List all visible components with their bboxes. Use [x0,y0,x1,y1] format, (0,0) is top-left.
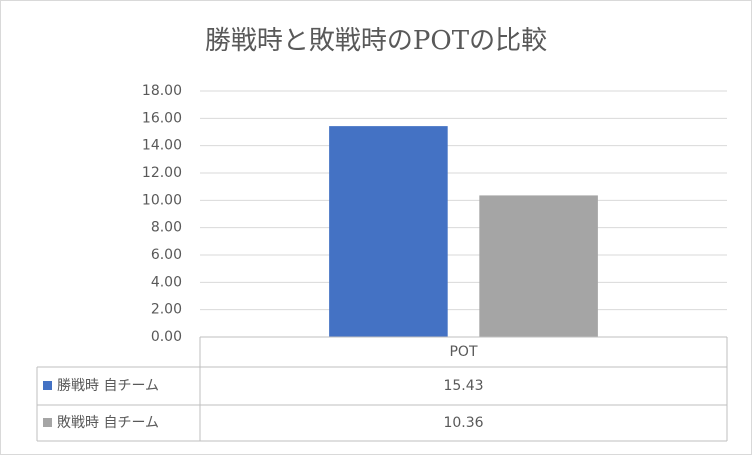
y-tick-label: 16.00 [142,110,182,126]
y-tick-label: 12.00 [142,165,182,181]
legend-key [43,381,52,390]
y-tick-label: 0.00 [151,329,182,345]
bar [479,195,598,337]
y-tick-label: 8.00 [151,220,182,236]
table-value: 15.43 [443,378,483,394]
bar [329,126,448,337]
table-header: POT [449,344,477,360]
y-tick-label: 4.00 [151,274,182,290]
y-tick-label: 14.00 [142,138,182,154]
table-value: 10.36 [443,415,483,431]
legend-key [43,418,52,427]
chart-title: 勝戦時と敗戦時のPOTの比較 [205,26,547,56]
y-tick-label: 6.00 [151,247,182,263]
y-tick-label: 10.00 [142,192,182,208]
y-tick-label: 2.00 [151,302,182,318]
legend-label: 勝戦時 自チーム [57,378,159,394]
legend-label: 敗戦時 自チーム [57,415,159,431]
y-tick-label: 18.00 [142,83,182,99]
